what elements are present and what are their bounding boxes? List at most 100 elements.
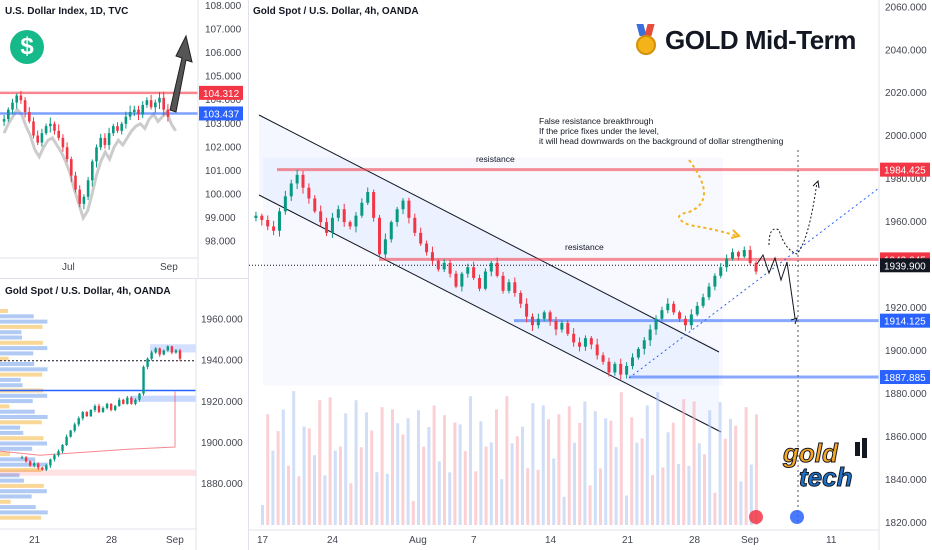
gm-volume-bar bbox=[640, 438, 644, 525]
goldtech-logo: gold tech bbox=[781, 438, 871, 494]
gm-volume-bar bbox=[515, 436, 519, 525]
candle-body bbox=[613, 363, 617, 373]
candle-body bbox=[701, 297, 705, 306]
gm-volume-bar bbox=[500, 479, 504, 525]
candle-body bbox=[99, 137, 102, 148]
candle-body bbox=[78, 189, 81, 204]
y-tick-label: 1920.000 bbox=[885, 303, 927, 314]
gs-volume-profile-bar bbox=[0, 515, 42, 520]
candle-body bbox=[116, 126, 119, 131]
candle-body bbox=[560, 323, 564, 330]
gm-volume-bar bbox=[406, 418, 410, 525]
candle-body bbox=[57, 451, 60, 456]
candle-body bbox=[134, 399, 137, 404]
candle-body bbox=[23, 100, 27, 112]
candle-body bbox=[430, 252, 434, 261]
candle-body bbox=[154, 348, 157, 353]
y-tick-label: 106.000 bbox=[205, 48, 242, 59]
candle-body bbox=[158, 348, 161, 355]
gs-volume-profile-bar bbox=[0, 462, 48, 467]
candle-body bbox=[61, 137, 65, 148]
gs-volume-profile-bar bbox=[0, 340, 43, 345]
gm-level-2-tag-label: 1939.900 bbox=[884, 261, 926, 272]
candle-body bbox=[607, 361, 611, 373]
gs-volume-profile-bar bbox=[0, 430, 24, 435]
gm-channel-upper bbox=[258, 114, 720, 353]
candle-body bbox=[754, 262, 758, 272]
candle-body bbox=[32, 121, 35, 136]
gm-volume-bar bbox=[307, 428, 311, 525]
candle-body bbox=[548, 312, 552, 321]
candle-body bbox=[178, 350, 182, 359]
headline-text: GOLD Mid-Term bbox=[665, 24, 856, 55]
gm-volume-bar bbox=[755, 414, 758, 525]
gm-volume-bar bbox=[375, 472, 379, 525]
gm-volume-bar bbox=[484, 446, 488, 525]
candle-body bbox=[41, 467, 44, 470]
annotation-line-2: If the price fixes under the level, bbox=[539, 126, 659, 136]
gold-main-chart: Gold Spot / U.S. Dollar, 4h, OANDA 1820.… bbox=[249, 0, 930, 550]
candle-body bbox=[336, 209, 340, 218]
gm-volume-bar bbox=[567, 406, 571, 525]
gs-volume-profile-bar bbox=[0, 383, 23, 388]
gm-volume-bar bbox=[505, 396, 509, 525]
candle-body bbox=[49, 123, 52, 127]
y-tick-label: 1880.000 bbox=[885, 389, 927, 400]
candle-body bbox=[150, 352, 153, 359]
gm-volume-bar bbox=[510, 443, 514, 525]
candle-body bbox=[170, 346, 174, 353]
y-tick-label: 1940.000 bbox=[201, 356, 243, 367]
candle-body bbox=[736, 252, 740, 257]
candle-body bbox=[124, 116, 128, 124]
candle-body bbox=[313, 198, 317, 212]
gm-volume-bar bbox=[318, 400, 322, 525]
gm-volume-bar bbox=[697, 443, 701, 525]
candle-body bbox=[105, 403, 109, 408]
candle-body bbox=[44, 126, 48, 134]
gm-volume-bar bbox=[723, 438, 727, 525]
gm-volume-bar bbox=[385, 473, 389, 525]
candle-body bbox=[162, 350, 165, 355]
dxy-panel: U.S. Dollar Index, 1D, TVC 98.000 99.000 1… bbox=[0, 0, 249, 279]
candle-body bbox=[448, 262, 452, 274]
gm-volume-bar bbox=[609, 420, 613, 525]
candle-body bbox=[93, 405, 97, 411]
gm-volume-bar bbox=[354, 400, 358, 525]
x-tick-label: 11 bbox=[826, 535, 837, 546]
gs-volume-profile-bar bbox=[0, 415, 48, 419]
candle-body bbox=[91, 161, 94, 181]
candle-body bbox=[277, 211, 281, 231]
gs-volume-profile-bar bbox=[0, 335, 23, 340]
candle-body bbox=[713, 275, 717, 287]
gm-volume-bar bbox=[474, 471, 478, 525]
gs-volume-profile-bar bbox=[0, 505, 36, 510]
gold-main-panel: Gold Spot / U.S. Dollar, 4h, OANDA 1820.… bbox=[249, 0, 932, 550]
y-tick-label: 102.000 bbox=[205, 142, 242, 153]
headline: GOLD Mid-Term bbox=[635, 24, 856, 56]
candle-body bbox=[7, 109, 10, 120]
gm-volume-bar bbox=[744, 407, 748, 525]
candle-body bbox=[260, 215, 264, 220]
candle-body bbox=[65, 436, 68, 445]
candle-body bbox=[24, 457, 28, 462]
gm-volume-bar bbox=[297, 476, 301, 525]
candle-body bbox=[666, 303, 670, 311]
gm-volume-bar bbox=[344, 413, 348, 525]
gm-volume-bar bbox=[588, 485, 592, 525]
candle-body bbox=[61, 444, 64, 452]
candle-body bbox=[166, 109, 170, 117]
gm-volume-bar bbox=[630, 417, 634, 525]
gs-volume-profile-bar bbox=[0, 452, 11, 457]
gm-volume-bar bbox=[463, 451, 467, 525]
gm-volume-bar bbox=[541, 405, 545, 525]
candle-body bbox=[32, 463, 36, 466]
gm-range-box bbox=[263, 157, 723, 386]
gm-volume-bar bbox=[427, 427, 431, 525]
candle-body bbox=[566, 323, 570, 334]
candle-body bbox=[122, 399, 125, 404]
candle-body bbox=[65, 147, 69, 160]
candle-body bbox=[631, 357, 634, 367]
candle-body bbox=[360, 202, 364, 216]
gm-volume-bar bbox=[713, 492, 717, 525]
candle-body bbox=[689, 314, 693, 326]
